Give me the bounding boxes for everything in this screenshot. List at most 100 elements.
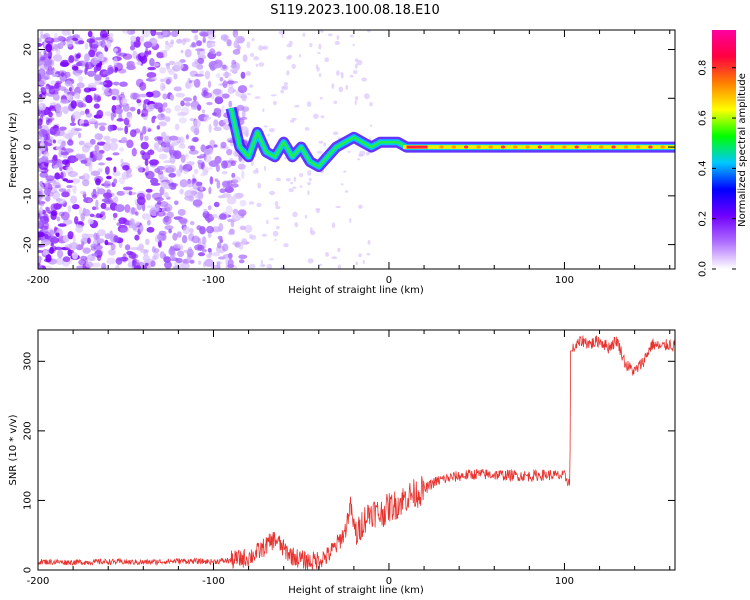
noise-blob xyxy=(315,64,319,70)
noise-blob xyxy=(232,49,241,55)
noise-blob xyxy=(320,115,325,119)
noise-blob xyxy=(84,174,91,180)
noise-blob xyxy=(199,186,204,191)
noise-blob xyxy=(115,50,122,57)
noise-blob xyxy=(248,201,255,205)
noise-blob xyxy=(364,93,370,100)
noise-blob xyxy=(278,30,284,35)
noise-blob xyxy=(341,183,344,186)
noise-blob xyxy=(80,212,86,222)
noise-blob xyxy=(204,154,212,163)
noise-blob xyxy=(45,70,54,75)
noise-blob xyxy=(222,64,227,70)
y-tick-label: 0 xyxy=(23,567,34,573)
noise-blob xyxy=(143,40,153,48)
noise-blob xyxy=(254,96,261,99)
noise-blob xyxy=(38,70,42,74)
noise-blob xyxy=(244,224,253,233)
carrier-peak xyxy=(513,145,518,149)
noise-blob xyxy=(98,162,106,166)
noise-blob xyxy=(126,64,136,71)
noise-blob xyxy=(241,170,245,179)
noise-blob xyxy=(71,178,81,184)
noise-blob xyxy=(145,262,149,267)
noise-blob xyxy=(56,216,61,222)
noise-blob xyxy=(77,40,85,45)
noise-blob xyxy=(232,176,241,183)
noise-blob xyxy=(262,45,269,50)
noise-blob xyxy=(174,123,180,131)
noise-blob xyxy=(192,199,203,207)
noise-blob xyxy=(38,212,41,217)
noise-blob xyxy=(148,50,152,55)
noise-blob xyxy=(53,226,58,232)
noise-blob xyxy=(344,190,349,193)
noise-blob xyxy=(238,242,244,250)
colorbar-tick-label: 0.0 xyxy=(698,261,709,277)
noise-blob xyxy=(39,206,44,215)
noise-blob xyxy=(260,259,264,265)
noise-blob xyxy=(38,265,43,269)
noise-blob xyxy=(159,251,165,259)
noise-blob xyxy=(204,258,214,267)
noise-blob xyxy=(156,210,166,217)
noise-blob xyxy=(54,83,60,89)
noise-blob xyxy=(154,31,164,36)
noise-blob xyxy=(147,66,156,71)
noise-blob xyxy=(174,104,182,112)
colorbar-tick-label: 0.4 xyxy=(698,160,709,176)
carrier-peak xyxy=(586,145,592,149)
noise-blob xyxy=(38,51,43,60)
noise-blob xyxy=(50,242,54,247)
noise-blob xyxy=(40,34,49,39)
noise-blob xyxy=(144,171,149,176)
noise-blob xyxy=(98,53,105,62)
noise-blob xyxy=(180,154,186,164)
noise-blob xyxy=(92,206,97,211)
noise-blob xyxy=(201,249,207,253)
noise-blob xyxy=(181,38,186,46)
noise-blob xyxy=(185,134,189,140)
noise-blob xyxy=(197,50,201,56)
noise-blob xyxy=(340,72,344,75)
noise-blob xyxy=(194,34,199,41)
noise-blob xyxy=(38,219,43,228)
noise-blob xyxy=(134,234,140,241)
noise-blob xyxy=(307,190,310,196)
noise-blob xyxy=(88,49,96,58)
noise-blob xyxy=(55,232,60,238)
noise-blob xyxy=(274,238,277,242)
noise-blob xyxy=(176,38,183,44)
x-tick-label: -200 xyxy=(27,275,50,286)
noise-blob xyxy=(208,123,212,133)
noise-blob xyxy=(67,139,74,146)
carrier-peak xyxy=(550,145,555,149)
noise-blob xyxy=(209,176,214,185)
noise-blob xyxy=(350,34,354,38)
noise-blob xyxy=(113,178,118,185)
noise-blob xyxy=(143,259,151,263)
noise-blob xyxy=(43,53,50,59)
noise-blob xyxy=(192,180,202,190)
noise-blob xyxy=(147,128,152,132)
noise-blob xyxy=(136,196,146,206)
noise-blob xyxy=(139,224,144,233)
noise-blob xyxy=(202,92,213,99)
noise-blob xyxy=(97,188,106,195)
noise-blob xyxy=(273,100,277,106)
noise-blob xyxy=(202,36,206,43)
noise-blob xyxy=(42,59,52,67)
noise-blob xyxy=(241,93,247,102)
noise-blob xyxy=(38,231,45,238)
noise-blob xyxy=(288,188,294,193)
noise-blob xyxy=(283,243,289,248)
noise-blob xyxy=(193,168,199,175)
noise-blob xyxy=(74,216,79,225)
noise-blob xyxy=(226,39,232,47)
noise-blob xyxy=(41,85,51,93)
noise-blob xyxy=(158,146,166,150)
noise-blob xyxy=(65,219,70,225)
noise-blob xyxy=(49,229,55,236)
noise-blob xyxy=(49,105,54,110)
noise-blob xyxy=(158,239,162,248)
